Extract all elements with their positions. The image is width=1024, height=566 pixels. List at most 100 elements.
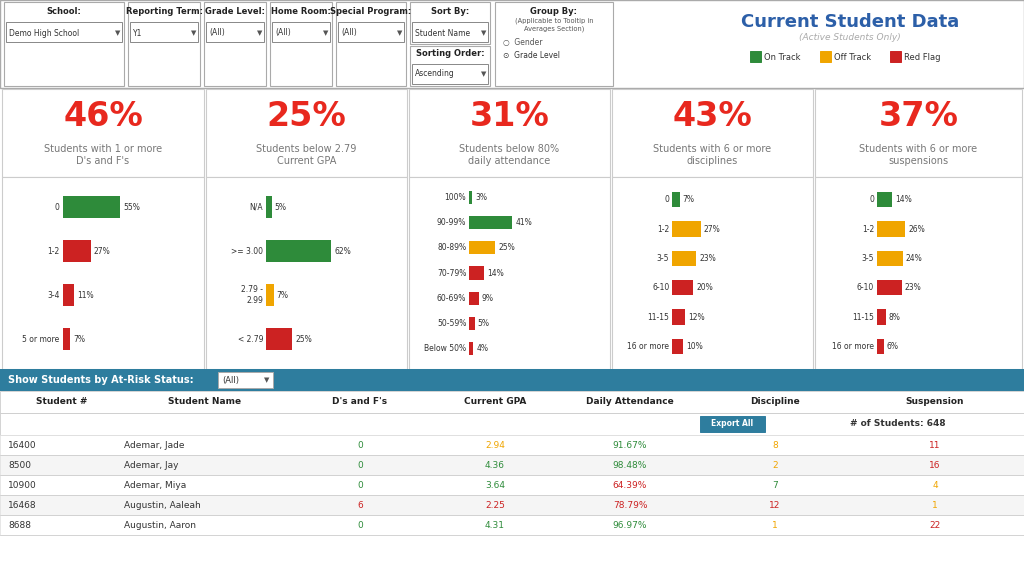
Bar — [266, 284, 273, 306]
Text: 3-5: 3-5 — [656, 254, 670, 263]
Text: 22: 22 — [930, 521, 941, 530]
Text: 24%: 24% — [906, 254, 923, 263]
Text: 0: 0 — [357, 461, 362, 470]
Text: Student #: Student # — [36, 397, 88, 406]
Text: 2.94: 2.94 — [485, 440, 505, 449]
Text: 4.31: 4.31 — [485, 521, 505, 530]
Text: 16468: 16468 — [8, 500, 37, 509]
Bar — [2, 89, 204, 177]
Bar — [469, 317, 474, 330]
Bar — [878, 192, 892, 207]
Text: Ademar, Jade: Ademar, Jade — [124, 440, 184, 449]
Text: 1-2: 1-2 — [862, 225, 874, 234]
Text: 1-2: 1-2 — [657, 225, 670, 234]
Bar — [338, 22, 404, 42]
Text: Students with 6 or more
suspensions: Students with 6 or more suspensions — [859, 144, 978, 166]
Text: Group By:: Group By: — [530, 6, 578, 15]
Text: 25%: 25% — [266, 101, 346, 134]
Bar — [673, 310, 685, 325]
Text: 4.36: 4.36 — [485, 461, 505, 470]
Text: ⊙  Grade Level: ⊙ Grade Level — [503, 50, 560, 59]
Text: 1: 1 — [772, 521, 778, 530]
Bar — [0, 0, 1024, 88]
Text: # of Students: 648: # of Students: 648 — [850, 419, 945, 428]
Bar — [0, 369, 1024, 391]
Text: (All): (All) — [275, 28, 291, 37]
Text: 16400: 16400 — [8, 440, 37, 449]
Text: 60-69%: 60-69% — [437, 294, 466, 303]
Text: 96.97%: 96.97% — [612, 521, 647, 530]
Text: 25%: 25% — [499, 243, 515, 252]
Text: Red Flag: Red Flag — [904, 53, 940, 62]
Text: 16: 16 — [929, 461, 941, 470]
Bar — [673, 251, 696, 266]
Bar — [815, 177, 1022, 369]
Text: 50-59%: 50-59% — [437, 319, 466, 328]
Text: On Track: On Track — [764, 53, 801, 62]
Text: Reporting Term:: Reporting Term: — [126, 7, 203, 16]
Text: Off Track: Off Track — [834, 53, 871, 62]
Bar — [820, 51, 831, 62]
Text: (All): (All) — [222, 375, 239, 384]
Text: Below 50%: Below 50% — [424, 344, 466, 353]
Bar — [878, 310, 886, 325]
Text: 3.64: 3.64 — [485, 481, 505, 490]
Text: Export All: Export All — [711, 419, 753, 428]
Text: 2: 2 — [772, 461, 778, 470]
Bar — [62, 239, 91, 263]
Bar — [270, 2, 332, 86]
Bar — [272, 22, 330, 42]
Text: Ademar, Jay: Ademar, Jay — [124, 461, 178, 470]
Bar — [0, 435, 1024, 455]
Text: 10900: 10900 — [8, 481, 37, 490]
Bar — [412, 22, 488, 42]
Text: 2.25: 2.25 — [485, 500, 505, 509]
Text: 23%: 23% — [699, 254, 716, 263]
Text: ▼: ▼ — [481, 71, 486, 77]
Text: Students below 2.79
Current GPA: Students below 2.79 Current GPA — [256, 144, 356, 166]
Bar — [469, 216, 512, 229]
Text: 8688: 8688 — [8, 521, 31, 530]
Text: Sort By:: Sort By: — [431, 7, 469, 16]
Text: 100%: 100% — [444, 193, 466, 202]
Text: 0: 0 — [357, 440, 362, 449]
Bar — [266, 239, 331, 263]
Text: 91.67%: 91.67% — [612, 440, 647, 449]
Text: ▼: ▼ — [481, 30, 486, 36]
Bar — [62, 196, 121, 218]
Text: (Active Students Only): (Active Students Only) — [799, 33, 901, 42]
Bar — [878, 221, 905, 237]
Text: Current GPA: Current GPA — [464, 397, 526, 406]
Bar — [409, 89, 610, 177]
Text: 11-15: 11-15 — [852, 312, 874, 321]
Text: 0: 0 — [869, 195, 874, 204]
Bar — [206, 177, 407, 369]
Bar — [878, 251, 903, 266]
Text: ○  Gender: ○ Gender — [503, 37, 543, 46]
Text: Student Name: Student Name — [168, 397, 242, 406]
Text: 6%: 6% — [887, 342, 898, 351]
Bar — [206, 22, 264, 42]
Bar — [206, 89, 407, 177]
Bar — [612, 89, 813, 177]
Text: Augustin, Aaleah: Augustin, Aaleah — [124, 500, 201, 509]
Bar — [0, 391, 1024, 413]
Text: 0: 0 — [54, 203, 59, 212]
Text: 6-10: 6-10 — [857, 283, 874, 292]
Text: (All): (All) — [209, 28, 224, 37]
Text: ▼: ▼ — [324, 30, 329, 36]
Bar — [409, 177, 610, 369]
Text: 64.39%: 64.39% — [612, 481, 647, 490]
Bar — [410, 46, 490, 86]
Text: Daily Attendance: Daily Attendance — [586, 397, 674, 406]
Text: Student Name: Student Name — [415, 28, 470, 37]
Text: 37%: 37% — [879, 101, 958, 134]
Bar — [469, 191, 472, 204]
Text: 2.79 -
2.99: 2.79 - 2.99 — [242, 285, 263, 305]
Text: Ademar, Miya: Ademar, Miya — [124, 481, 186, 490]
Text: 70-79%: 70-79% — [437, 268, 466, 277]
Text: Home Room:: Home Room: — [271, 7, 331, 16]
Text: N/A: N/A — [250, 203, 263, 212]
Bar — [0, 515, 1024, 535]
Text: Special Program:: Special Program: — [331, 7, 412, 16]
